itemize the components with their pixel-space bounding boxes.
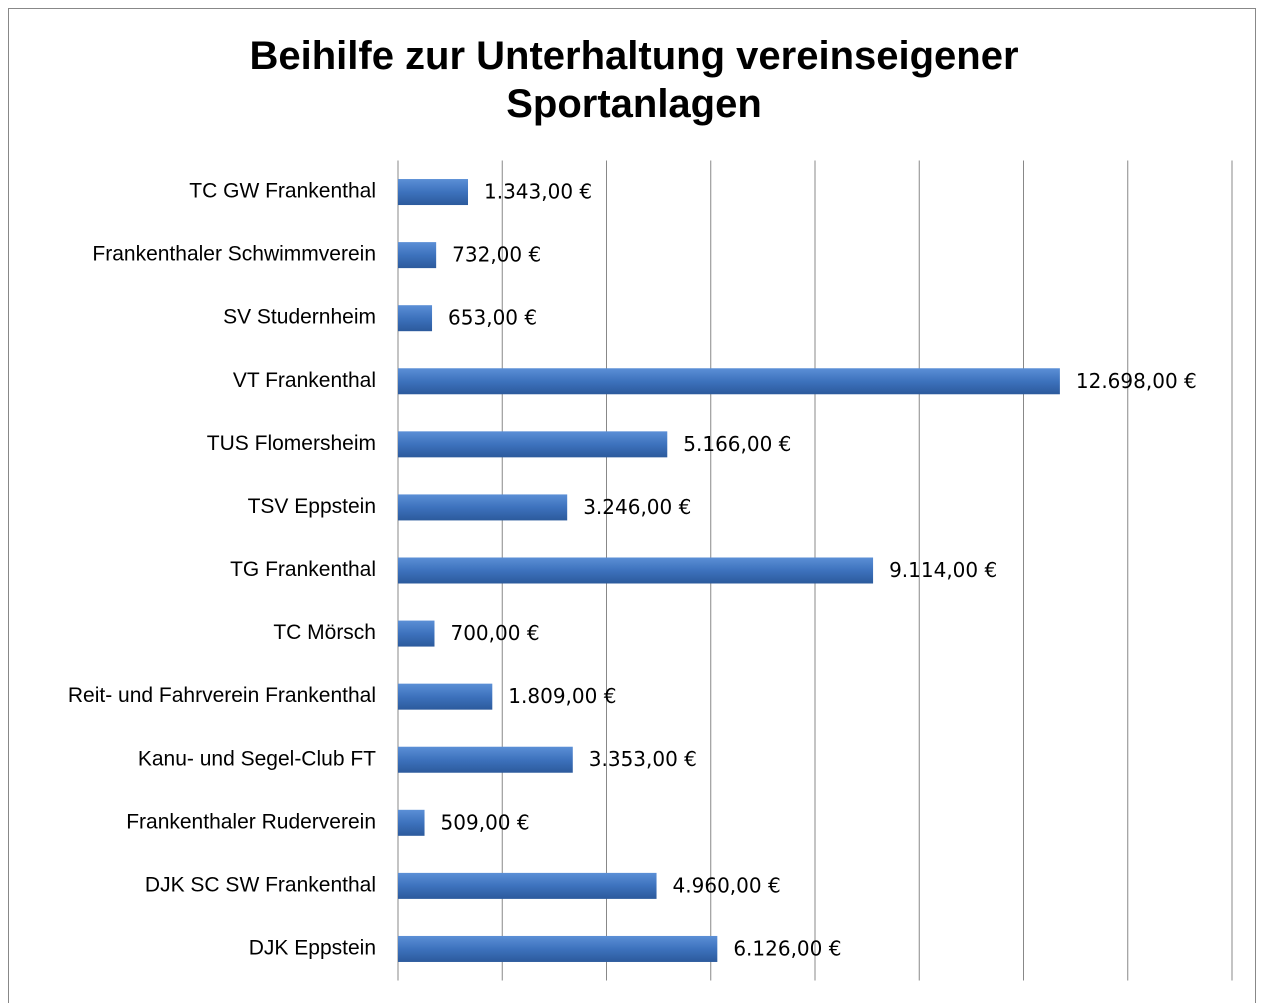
y-tick-label: TC Mörsch <box>273 621 376 644</box>
y-tick-label: Kanu- und Segel-Club FT <box>138 747 376 770</box>
bar <box>398 431 668 458</box>
y-tick-label: SV Studernheim <box>223 306 376 329</box>
y-tick-label: DJK Eppstein <box>249 937 376 960</box>
y-tick-label: VT Frankenthal <box>233 369 376 392</box>
value-label: 4.960,00 € <box>673 873 781 897</box>
y-tick-label: Frankenthaler Schwimmverein <box>92 243 376 266</box>
value-label: 1.343,00 € <box>484 180 592 204</box>
y-tick-label: TC GW Frankenthal <box>189 180 376 203</box>
bar <box>398 746 573 773</box>
y-tick-label: TUS Flomersheim <box>207 432 376 455</box>
bar <box>398 305 433 332</box>
chart-title: Beihilfe zur Unterhaltung vereinseigener… <box>249 34 1019 126</box>
bar <box>398 935 718 962</box>
y-tick-label: TG Frankenthal <box>230 558 376 581</box>
bar <box>398 368 1060 395</box>
value-label: 5.166,00 € <box>683 432 791 456</box>
y-tick-label: TSV Eppstein <box>248 495 376 518</box>
value-label: 9.114,00 € <box>889 558 997 582</box>
bar <box>398 872 657 899</box>
value-label: 6.126,00 € <box>733 936 841 960</box>
value-label: 3.353,00 € <box>589 747 697 771</box>
value-label: 1.809,00 € <box>508 684 616 708</box>
bar <box>398 179 469 206</box>
value-label: 3.246,00 € <box>583 495 691 519</box>
y-tick-label: Frankenthaler Ruderverein <box>126 810 376 833</box>
value-label: 12.698,00 € <box>1076 369 1197 393</box>
y-tick-label: DJK SC SW Frankenthal <box>145 873 376 896</box>
bar <box>398 809 425 836</box>
bar <box>398 683 493 710</box>
value-label: 509,00 € <box>441 810 530 834</box>
bar <box>398 494 568 521</box>
bar <box>398 557 874 584</box>
value-label: 732,00 € <box>452 243 541 267</box>
value-label: 700,00 € <box>450 621 539 645</box>
y-tick-label: Reit- und Fahrverein Frankenthal <box>68 684 376 707</box>
bar <box>398 242 437 269</box>
chart-border <box>8 8 1256 1003</box>
value-label: 653,00 € <box>448 306 537 330</box>
bar <box>398 620 435 647</box>
